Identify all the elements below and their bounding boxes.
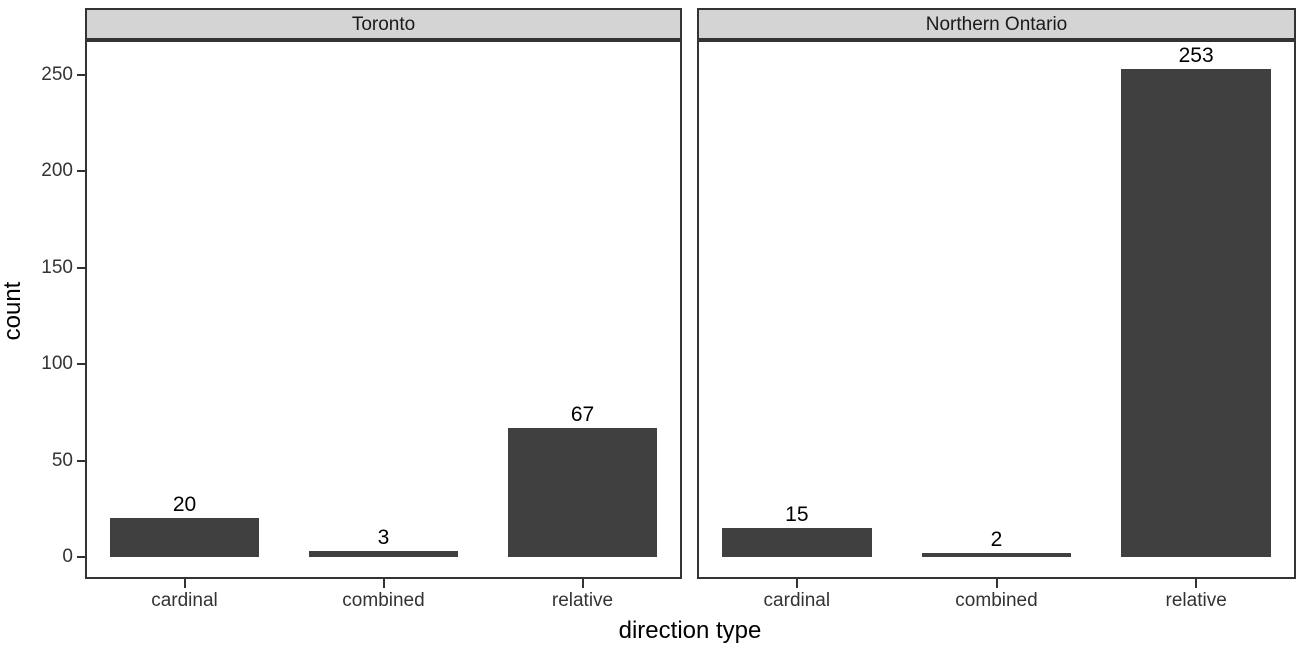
y-tick-mark: [77, 556, 85, 558]
bar-value-label: 253: [1178, 44, 1214, 68]
bar-toronto-relative: [507, 427, 658, 557]
facet-strip-northern-ontario: Northern Ontario: [697, 8, 1296, 40]
bar-value-label: 2: [990, 528, 1003, 552]
y-tick-mark: [77, 74, 85, 76]
y-tick-label: 100: [41, 353, 73, 375]
x-tick-mark: [382, 579, 385, 588]
bar-value-label: 20: [172, 493, 197, 517]
bar-value-label: 15: [785, 503, 809, 527]
bar-northern-ontario-combined: [921, 553, 1072, 557]
facet-strip-toronto: Toronto: [85, 8, 682, 40]
facet-strip-label: Toronto: [351, 13, 416, 35]
x-tick-label: combined: [955, 590, 1038, 611]
y-tick-mark: [77, 459, 85, 462]
y-tick-mark: [77, 170, 85, 173]
x-tick-mark: [1195, 579, 1198, 588]
y-tick-mark: [77, 266, 85, 269]
y-tick-label: 250: [41, 64, 73, 85]
x-tick-mark: [995, 579, 998, 588]
bar-northern-ontario-relative: [1121, 69, 1272, 557]
bar-northern-ontario-cardinal: [721, 528, 872, 557]
bar-value-label: 67: [570, 402, 595, 426]
x-tick-label: relative: [1165, 590, 1227, 611]
facet-strip-label: Northern Ontario: [925, 13, 1068, 35]
x-tick-label: combined: [342, 590, 425, 611]
y-tick-label: 0: [62, 546, 73, 567]
x-tick-mark: [183, 579, 186, 588]
x-tick-mark: [795, 579, 798, 588]
x-axis-title: direction type: [618, 617, 762, 644]
bar-value-label: 3: [377, 526, 390, 550]
bar-toronto-combined: [308, 551, 459, 557]
x-tick-mark: [581, 579, 584, 588]
x-tick-label: relative: [551, 590, 614, 611]
y-tick-mark: [77, 363, 85, 366]
y-tick-label: 50: [51, 449, 73, 471]
bar-toronto-cardinal: [109, 518, 260, 557]
y-axis-title: count: [0, 281, 26, 341]
x-tick-label: cardinal: [763, 590, 831, 611]
y-tick-label: 150: [41, 256, 73, 278]
y-tick-label: 200: [41, 160, 73, 182]
x-tick-label: cardinal: [151, 590, 218, 611]
